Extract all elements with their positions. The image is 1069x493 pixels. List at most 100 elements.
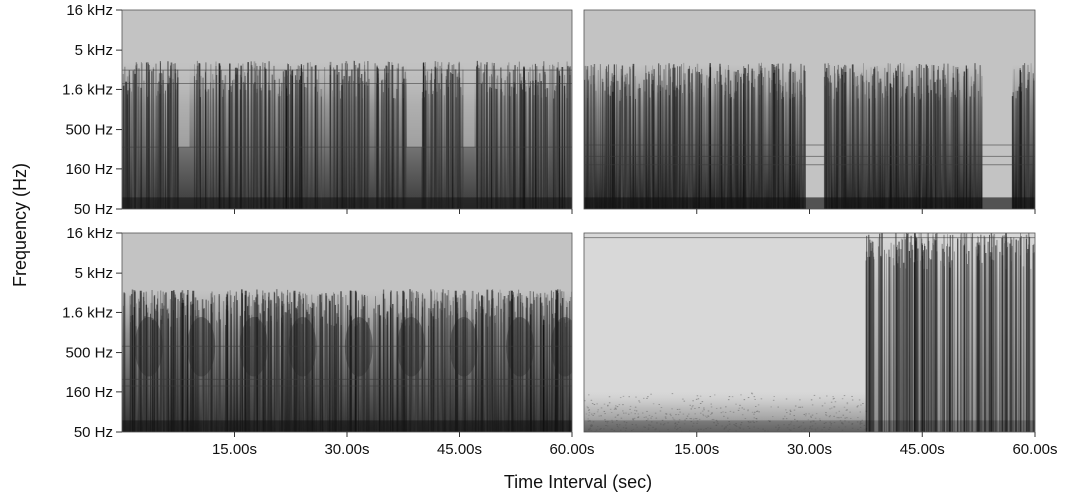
- noise-speck: [675, 414, 677, 416]
- noise-speck: [676, 423, 679, 425]
- noise-speck: [804, 430, 806, 432]
- noise-speck: [834, 401, 837, 403]
- noise-speck: [821, 429, 823, 431]
- noise-speck: [851, 423, 853, 425]
- noise-speck: [800, 425, 803, 427]
- noise-speck: [857, 417, 859, 419]
- noise-speck: [622, 395, 625, 397]
- noise-speck: [830, 422, 833, 424]
- noise-speck: [710, 406, 713, 408]
- noise-speck: [587, 407, 589, 409]
- noise-speck: [662, 424, 665, 426]
- noise-speck: [652, 403, 655, 405]
- noise-speck: [841, 422, 843, 424]
- noise-speck: [860, 404, 862, 406]
- noise-speck: [592, 421, 595, 423]
- noise-speck: [720, 412, 723, 414]
- noise-speck: [727, 417, 729, 419]
- noise-speck: [833, 406, 836, 408]
- noise-speck: [697, 428, 700, 430]
- noise-speck: [786, 427, 789, 429]
- noise-speck: [803, 428, 806, 430]
- noise-speck: [857, 429, 859, 431]
- noise-speck: [627, 413, 630, 415]
- noise-speck: [632, 429, 635, 431]
- x-tick-label: 45.00s: [900, 441, 945, 458]
- noise-speck: [723, 428, 725, 430]
- noise-speck: [823, 426, 826, 428]
- noise-speck: [695, 418, 698, 420]
- noise-speck: [678, 408, 681, 410]
- low-frequency-floor: [122, 420, 572, 432]
- noise-speck: [696, 420, 699, 422]
- noise-speck: [631, 423, 634, 425]
- noise-speck: [703, 407, 705, 409]
- noise-speck: [656, 422, 658, 424]
- noise-speck: [769, 421, 771, 423]
- noise-speck: [735, 425, 738, 427]
- noise-speck: [590, 424, 593, 426]
- noise-speck: [851, 399, 854, 401]
- noise-speck: [704, 415, 707, 417]
- noise-speck: [754, 405, 757, 407]
- noise-speck: [667, 422, 669, 424]
- noise-speck: [840, 416, 842, 418]
- noise-speck: [716, 421, 719, 423]
- noise-speck: [678, 419, 681, 421]
- noise-speck: [789, 413, 791, 415]
- noise-speck: [620, 429, 622, 431]
- noise-speck: [696, 422, 698, 424]
- noise-speck: [788, 424, 790, 426]
- noise-speck: [682, 413, 685, 415]
- noise-speck: [603, 428, 605, 430]
- noise-speck: [596, 411, 599, 413]
- noise-speck: [608, 402, 611, 404]
- noise-speck: [707, 415, 710, 417]
- noise-speck: [721, 425, 723, 427]
- noise-speck: [709, 396, 712, 398]
- noise-speck: [859, 422, 862, 424]
- noise-speck: [814, 428, 817, 430]
- noise-speck: [825, 415, 828, 417]
- noise-speck: [625, 422, 628, 424]
- noise-speck: [607, 404, 609, 406]
- noise-speck: [751, 392, 753, 394]
- noise-speck: [715, 424, 718, 426]
- noise-speck: [587, 410, 590, 412]
- noise-speck: [778, 426, 781, 428]
- noise-speck: [846, 403, 849, 405]
- noise-speck: [770, 406, 772, 408]
- noise-speck: [728, 428, 731, 430]
- noise-speck: [754, 398, 756, 400]
- noise-speck: [747, 420, 750, 422]
- noise-speck: [789, 410, 792, 412]
- noise-speck: [740, 424, 742, 426]
- noise-speck: [833, 422, 836, 424]
- noise-speck: [607, 420, 609, 422]
- noise-speck: [667, 429, 669, 431]
- noise-speck: [674, 423, 676, 425]
- noise-speck: [778, 427, 780, 429]
- noise-speck: [825, 412, 827, 414]
- noise-speck: [682, 398, 684, 400]
- noise-speck: [622, 412, 625, 414]
- noise-speck: [789, 409, 792, 411]
- noise-speck: [851, 395, 853, 397]
- noise-speck: [647, 427, 650, 429]
- noise-speck: [807, 419, 810, 421]
- noise-speck: [859, 426, 862, 428]
- noise-speck: [825, 414, 827, 416]
- noise-speck: [732, 411, 735, 413]
- noise-speck: [828, 416, 831, 418]
- noise-speck: [790, 421, 793, 423]
- noise-speck: [841, 398, 844, 400]
- noise-speck: [830, 401, 833, 403]
- noise-speck: [821, 405, 824, 407]
- noise-speck: [734, 424, 736, 426]
- x-tick-label: 60.00s: [1012, 441, 1057, 458]
- noise-speck: [753, 396, 756, 398]
- noise-speck: [694, 407, 696, 409]
- noise-speck: [655, 428, 657, 430]
- noise-speck: [809, 427, 811, 429]
- noise-speck: [625, 412, 627, 414]
